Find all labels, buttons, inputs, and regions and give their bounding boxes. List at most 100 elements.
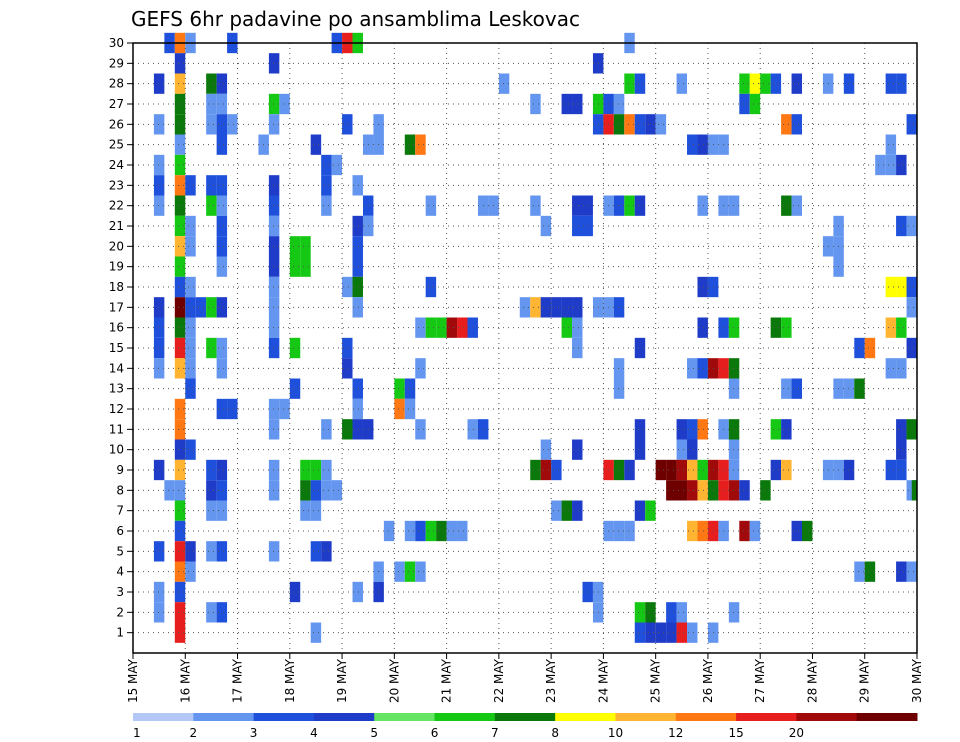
precip-cell bbox=[843, 73, 855, 94]
x-tick-label: 29 MAY bbox=[858, 658, 872, 703]
precip-cell bbox=[268, 419, 280, 440]
precip-cell bbox=[415, 561, 426, 582]
precip-cell bbox=[634, 439, 646, 460]
precip-cell bbox=[613, 378, 625, 399]
precip-cell bbox=[321, 419, 332, 440]
precip-cell bbox=[896, 215, 907, 237]
precip-cell bbox=[885, 73, 897, 94]
precip-cell bbox=[153, 175, 165, 196]
precip-cell bbox=[906, 561, 917, 582]
precip-cell bbox=[153, 73, 165, 94]
y-tick-label: 8 bbox=[116, 483, 124, 497]
legend-label: 2 bbox=[189, 726, 197, 740]
precip-cell bbox=[906, 276, 917, 298]
precip-cell bbox=[216, 73, 228, 94]
precip-cell bbox=[911, 480, 917, 501]
precip-cell bbox=[352, 256, 363, 277]
precip-cell bbox=[613, 459, 625, 481]
x-tick-label: 28 MAY bbox=[805, 658, 819, 703]
precip-cell bbox=[331, 480, 343, 501]
precip-cell bbox=[749, 73, 761, 94]
precip-cell bbox=[216, 215, 228, 237]
precip-cell bbox=[268, 175, 280, 196]
precip-cell bbox=[206, 541, 217, 562]
precip-cell bbox=[331, 154, 343, 176]
precip-cell bbox=[279, 398, 290, 420]
legend-swatch bbox=[193, 713, 255, 721]
precip-cell bbox=[749, 93, 761, 115]
legend-swatch bbox=[555, 713, 616, 721]
precip-cell bbox=[530, 93, 541, 115]
precip-cell bbox=[896, 561, 907, 582]
precip-cell bbox=[216, 358, 228, 379]
precip-cell bbox=[425, 195, 437, 216]
precip-cell bbox=[174, 317, 186, 338]
precip-cell bbox=[383, 520, 395, 542]
precip-cell bbox=[572, 297, 583, 318]
precip-cell bbox=[624, 114, 635, 135]
precip-cell bbox=[185, 297, 196, 318]
precip-cell bbox=[321, 195, 332, 216]
precip-cell bbox=[676, 602, 688, 623]
precip-cell bbox=[216, 297, 228, 318]
legend-label: 7 bbox=[491, 726, 499, 740]
precip-cell bbox=[540, 297, 552, 318]
legend-swatch bbox=[494, 713, 556, 721]
precip-cell bbox=[404, 561, 416, 582]
legend-swatch bbox=[796, 713, 858, 721]
precip-cell bbox=[697, 480, 708, 501]
precip-cell bbox=[467, 419, 478, 440]
precip-cell bbox=[687, 520, 698, 542]
precip-cell bbox=[697, 276, 708, 298]
precip-cell bbox=[760, 73, 771, 94]
precip-cell bbox=[791, 520, 803, 542]
precip-cell bbox=[613, 195, 625, 216]
precip-cell bbox=[770, 317, 782, 338]
y-tick-label: 18 bbox=[109, 280, 124, 294]
precip-cell bbox=[760, 480, 771, 501]
precip-cell bbox=[728, 459, 740, 481]
precip-cell bbox=[352, 297, 363, 318]
precip-cell bbox=[613, 297, 625, 318]
precip-cell bbox=[216, 541, 228, 562]
precip-cell bbox=[624, 195, 635, 216]
precip-cell bbox=[153, 358, 165, 379]
y-tick-label: 24 bbox=[109, 158, 124, 172]
precip-cell bbox=[540, 439, 552, 460]
y-tick-label: 14 bbox=[109, 361, 124, 375]
precip-cell bbox=[885, 276, 897, 298]
precip-cell bbox=[289, 256, 301, 277]
legend-swatch bbox=[615, 713, 677, 721]
precip-cell bbox=[153, 297, 165, 318]
precip-cell bbox=[687, 480, 698, 501]
precip-cell bbox=[687, 439, 698, 460]
precip-cell bbox=[781, 114, 792, 135]
precip-cell bbox=[906, 297, 917, 318]
precip-cell bbox=[394, 378, 405, 399]
precip-cell bbox=[572, 215, 583, 237]
y-tick-label: 19 bbox=[109, 260, 124, 274]
y-tick-label: 16 bbox=[109, 321, 124, 335]
x-tick-label: 26 MAY bbox=[701, 658, 715, 703]
precip-cell bbox=[728, 439, 740, 460]
legend-label: 20 bbox=[789, 726, 804, 740]
precip-cell bbox=[687, 459, 698, 481]
precip-cell bbox=[174, 93, 186, 115]
precip-cell bbox=[864, 561, 876, 582]
precip-cell bbox=[174, 561, 186, 582]
precip-cell bbox=[174, 337, 186, 359]
precip-cell bbox=[843, 459, 855, 481]
precip-cell bbox=[394, 561, 405, 582]
precip-cell bbox=[310, 622, 322, 643]
precip-cell bbox=[854, 337, 865, 359]
precip-cell bbox=[352, 581, 363, 603]
y-tick-label: 13 bbox=[109, 382, 124, 396]
x-tick-label: 24 MAY bbox=[596, 658, 610, 703]
precip-cell bbox=[174, 256, 186, 277]
precip-cell bbox=[613, 93, 625, 115]
precip-cell bbox=[436, 317, 447, 338]
precip-cell bbox=[467, 317, 478, 338]
x-tick-label: 15 MAY bbox=[126, 658, 140, 703]
precip-cell bbox=[216, 236, 228, 257]
precip-cell bbox=[530, 297, 541, 318]
